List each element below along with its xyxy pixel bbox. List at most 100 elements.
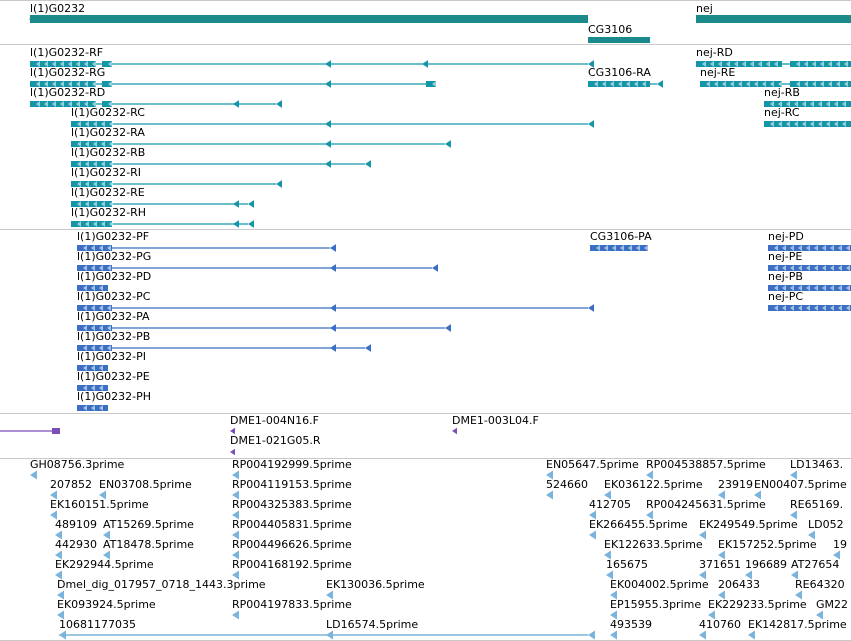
feature-label[interactable]: nej-RB	[764, 86, 800, 99]
feature-label[interactable]: l(1)G0232-PF	[77, 230, 150, 243]
feature-label[interactable]: 371651	[699, 558, 741, 571]
feature-label[interactable]: 207852	[50, 478, 92, 491]
feature-label[interactable]: RP004325383.5prime	[232, 498, 352, 511]
feature-label[interactable]: CG3106	[588, 23, 633, 36]
feature-label[interactable]: RP004119153.5prime	[232, 478, 352, 491]
feature-label[interactable]: l(1)G0232-PI	[77, 350, 147, 363]
feature-label[interactable]: nej-PB	[768, 270, 803, 283]
feature-label[interactable]: 10681177035	[59, 618, 136, 631]
feature-label[interactable]: 19	[833, 538, 847, 551]
feature-label[interactable]: DME1-021G05.R	[230, 434, 321, 447]
strand-chevron	[842, 121, 846, 127]
feature-label[interactable]: DME1-003L04.F	[452, 414, 539, 427]
feature-label[interactable]: EP15955.3prime	[610, 598, 702, 611]
feature-label[interactable]: l(1)G0232-PH	[77, 390, 152, 403]
feature-label[interactable]: nej-RE	[700, 66, 736, 79]
feature-label[interactable]: 442930	[55, 538, 97, 551]
feature-label[interactable]: EK160151.5prime	[50, 498, 149, 511]
feature-label[interactable]: RP004538857.5prime	[646, 458, 766, 471]
feature-label[interactable]: RE64320	[795, 578, 845, 591]
feature-label[interactable]: nej-PE	[768, 250, 803, 263]
feature-label[interactable]: EK249549.5prime	[699, 518, 798, 531]
feature-label[interactable]: l(1)G0232-RF	[30, 46, 104, 59]
feature-label[interactable]: GM22	[816, 598, 849, 611]
strand-chevron	[83, 405, 87, 411]
feature-label[interactable]: l(1)G0232-RE	[71, 186, 145, 199]
feature-label[interactable]: l(1)G0232-PG	[77, 250, 152, 263]
feature-label[interactable]: RP004496626.5prime	[232, 538, 352, 551]
strand-chevron	[828, 61, 832, 67]
feature-label[interactable]: EK292944.5prime	[55, 558, 154, 571]
feature-label[interactable]: EN00407.5prime	[754, 478, 847, 491]
feature-label[interactable]: l(1)G0232-PA	[77, 310, 150, 323]
feature-label[interactable]: nej-RC	[764, 106, 800, 119]
feature-label[interactable]: CG3106-PA	[590, 230, 652, 243]
feature-label[interactable]: GH08756.3prime	[30, 458, 125, 471]
feature-label[interactable]: 489109	[55, 518, 97, 531]
feature-label[interactable]: nej-PD	[768, 230, 804, 243]
est-arrow	[604, 490, 611, 500]
feature-label[interactable]: EK036122.5prime	[604, 478, 703, 491]
feature-label[interactable]: l(1)G0232-PC	[77, 290, 151, 303]
feature-label[interactable]: RP004197833.5prime	[232, 598, 352, 611]
feature-label[interactable]: EK122633.5prime	[604, 538, 703, 551]
feature-label[interactable]: RP004405831.5prime	[232, 518, 352, 531]
feature-label[interactable]: RP004168192.5prime	[232, 558, 352, 571]
feature-label[interactable]: l(1)G0232-PD	[77, 270, 152, 283]
feature-label[interactable]: l(1)G0232	[30, 2, 86, 15]
feature-label[interactable]: 493539	[610, 618, 652, 631]
feature-label[interactable]: EK130036.5prime	[326, 578, 425, 591]
feature-label[interactable]: LD16574.5prime	[326, 618, 419, 631]
feature-label[interactable]: 23919	[718, 478, 753, 491]
feature-label[interactable]: 412705	[589, 498, 631, 511]
feature-label[interactable]: AT27654	[791, 558, 840, 571]
feature-label[interactable]: l(1)G0232-PE	[77, 370, 150, 383]
strand-chevron	[738, 81, 742, 87]
feature-label[interactable]: AT15269.5prime	[103, 518, 194, 531]
feature-label[interactable]: l(1)G0232-RD	[30, 86, 106, 99]
feature-label[interactable]: 524660	[546, 478, 588, 491]
strand-chevron	[778, 121, 782, 127]
strand-chevron	[798, 265, 802, 271]
feature-label[interactable]: EK093924.5prime	[57, 598, 156, 611]
feature-label[interactable]: RP004192999.5prime	[232, 458, 352, 471]
strand-chevron	[99, 405, 103, 411]
feature-label[interactable]: l(1)G0232-RC	[71, 106, 145, 119]
feature-label[interactable]: DME1-004N16.F	[230, 414, 319, 427]
feature-label[interactable]: l(1)G0232-RH	[71, 206, 147, 219]
feature-label[interactable]: 410760	[699, 618, 741, 631]
feature-label[interactable]: 196689	[745, 558, 787, 571]
strand-chevron	[722, 81, 726, 87]
feature-label[interactable]: EK142817.5prime	[748, 618, 847, 631]
feature-label[interactable]: nej	[696, 2, 713, 15]
feature-label[interactable]: 165675	[606, 558, 648, 571]
feature-label[interactable]: l(1)G0232-RI	[71, 166, 142, 179]
feature-label[interactable]: Dmel_dig_017957_0718_1443.3prime	[57, 578, 266, 591]
strand-chevron	[814, 245, 818, 251]
exon-arrow	[248, 220, 254, 228]
est-arrow	[57, 610, 64, 620]
est-arrow	[589, 510, 596, 520]
feature-label[interactable]: EK157252.5prime	[718, 538, 817, 551]
feature-label[interactable]: EK004002.5prime	[610, 578, 709, 591]
feature-label[interactable]: l(1)G0232-RB	[71, 146, 146, 159]
feature-label[interactable]: CG3106-RA	[588, 66, 651, 79]
feature-label[interactable]: l(1)G0232-PB	[77, 330, 151, 343]
feature-label[interactable]: nej-RD	[696, 46, 733, 59]
feature-label[interactable]: LD13463.	[790, 458, 844, 471]
feature-label[interactable]: 206433	[718, 578, 760, 591]
feature-label[interactable]: EK266455.5prime	[589, 518, 688, 531]
feature-label[interactable]: RP004245631.5prime	[646, 498, 766, 511]
exon-block	[696, 61, 782, 67]
feature-label[interactable]: EN03708.5prime	[99, 478, 192, 491]
feature-label[interactable]: l(1)G0232-RG	[30, 66, 106, 79]
feature-label[interactable]: nej-PC	[768, 290, 804, 303]
feature-label[interactable]: EN05647.5prime	[546, 458, 639, 471]
feature-label[interactable]: l(1)G0232-RA	[71, 126, 145, 139]
feature-label[interactable]: AT18478.5prime	[103, 538, 194, 551]
feature-label[interactable]: EK229233.5prime	[708, 598, 807, 611]
feature-label[interactable]: RE65169.	[790, 498, 844, 511]
feature-label[interactable]: LD052	[808, 518, 844, 531]
strand-chevron	[790, 265, 794, 271]
exon-arrow	[330, 324, 336, 332]
